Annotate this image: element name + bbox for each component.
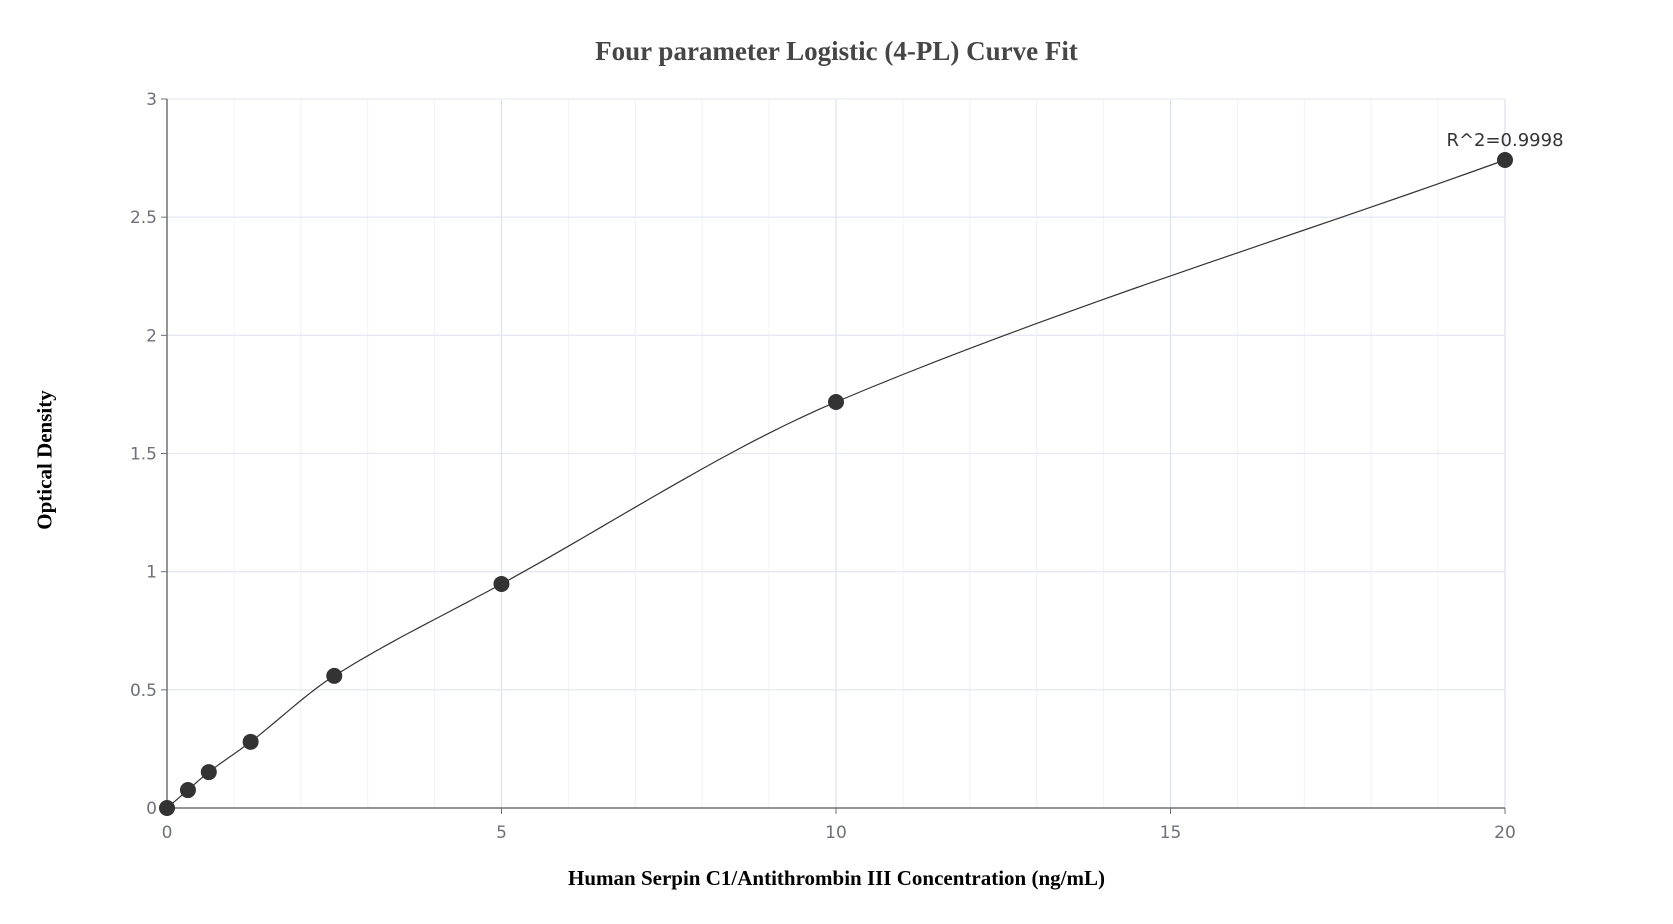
r-squared-annotation: R^2=0.9998 [1446, 130, 1563, 151]
x-axis-label: Human Serpin C1/Antithrombin III Concent… [568, 866, 1105, 890]
svg-text:0: 0 [146, 799, 157, 819]
svg-text:20: 20 [1494, 823, 1516, 843]
svg-text:2.5: 2.5 [130, 208, 157, 228]
svg-text:2: 2 [146, 326, 157, 346]
svg-text:5: 5 [496, 823, 507, 843]
data-point [159, 800, 175, 816]
svg-text:15: 15 [1160, 823, 1182, 843]
svg-text:10: 10 [825, 823, 847, 843]
data-points [159, 151, 1513, 816]
svg-text:3: 3 [146, 90, 157, 110]
svg-text:0: 0 [162, 823, 173, 843]
data-point [326, 667, 343, 684]
chart-title: Four parameter Logistic (4-PL) Curve Fit [595, 36, 1078, 66]
svg-text:0.5: 0.5 [130, 681, 157, 701]
data-point [828, 393, 844, 410]
data-point [242, 733, 259, 750]
data-point [200, 764, 217, 781]
data-point [179, 782, 196, 799]
axes [161, 98, 1506, 814]
svg-text:1: 1 [146, 563, 157, 583]
grid-lines [167, 98, 1506, 808]
data-point [493, 575, 510, 592]
data-point [1497, 151, 1513, 168]
svg-text:1.5: 1.5 [130, 445, 157, 465]
tick-labels: 0 0.5 1 1.5 2 2.5 3 0 5 10 15 20 [130, 90, 1516, 843]
